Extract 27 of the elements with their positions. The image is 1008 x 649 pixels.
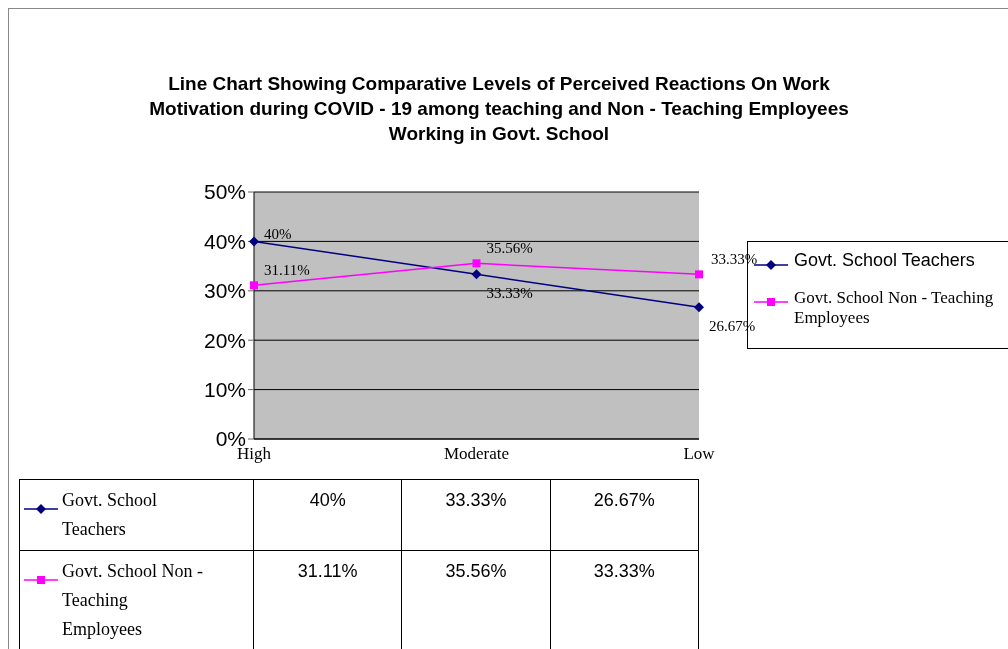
point — [695, 270, 703, 279]
data-label: 35.56% — [402, 551, 551, 649]
chart-title: Line Chart Showing Comparative Levels of Perceived Reactions On Work Motivation during COVID - 19 among teaching and Non - Teaching Employees Working in Govt. School — [148, 72, 850, 146]
text: 35.56% — [486, 240, 533, 257]
point — [471, 269, 482, 280]
data-label: 33.33% — [402, 480, 551, 550]
data-label: 31.11% — [254, 551, 403, 649]
data-label: 40% — [254, 480, 403, 550]
point — [249, 236, 259, 247]
data-label: 33.33% — [550, 551, 699, 649]
y-tick-label: 50% — [203, 180, 246, 204]
y-tick-label: 10% — [203, 378, 246, 402]
legend-label: Govt. School Non - Teaching Employees — [794, 288, 994, 328]
point — [250, 281, 258, 290]
x-tick-label: Low — [683, 444, 716, 464]
y-tick-label: 20% — [203, 328, 246, 352]
text: Govt. School Non - Teaching Employees — [62, 561, 203, 639]
data-label: 26.67% — [550, 480, 699, 550]
x-tick-label: Moderate — [443, 444, 510, 464]
text: 31.11% — [264, 262, 310, 279]
point — [694, 302, 704, 313]
text: 40% — [264, 226, 292, 243]
legend-label: Govt. School Teachers — [794, 250, 976, 271]
y-tick-label: 40% — [203, 229, 246, 253]
point — [472, 259, 481, 268]
text: Govt. School Teachers — [62, 490, 158, 539]
y-tick-label: 30% — [203, 279, 246, 303]
